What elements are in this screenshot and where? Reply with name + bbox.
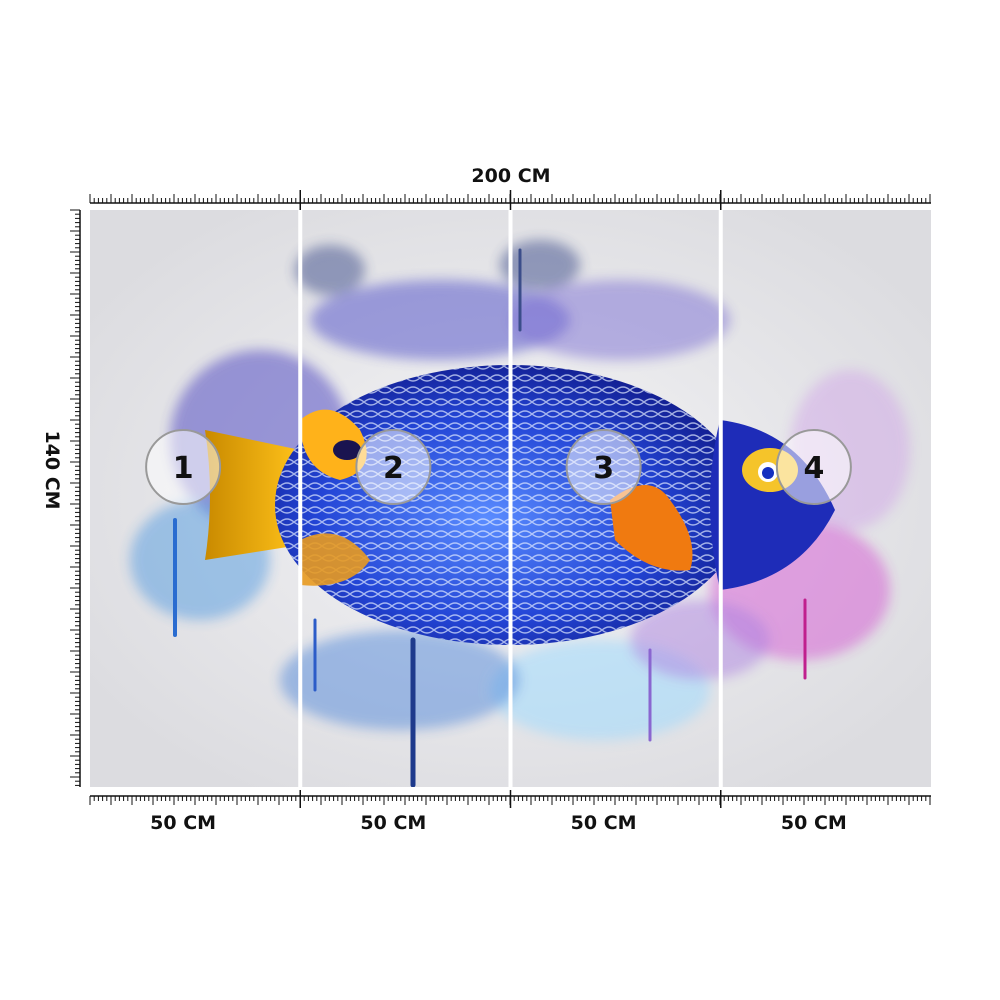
panel-width-label: 50 CM bbox=[360, 812, 426, 834]
paint-drips bbox=[173, 248, 807, 787]
rulers bbox=[70, 190, 931, 808]
panel-badge bbox=[565, 429, 642, 505]
panel-number: 4 bbox=[803, 451, 824, 486]
fish-patch bbox=[300, 409, 367, 480]
panel-width-label: 50 CM bbox=[571, 812, 637, 834]
fish-fin bbox=[300, 533, 370, 586]
panel-seams bbox=[298, 210, 723, 787]
height-label: 140 CM bbox=[41, 430, 63, 509]
panel-width-label: 50 CM bbox=[781, 812, 847, 834]
pectoral-fin bbox=[610, 485, 693, 571]
panel-width-label: 50 CM bbox=[150, 812, 216, 834]
panel-gap bbox=[718, 210, 723, 787]
labels: 200 CM 140 CM 1 50 CM 2 50 CM 3 50 CM 4 50 CM bbox=[41, 165, 852, 834]
panel-badge bbox=[775, 429, 852, 505]
panel-number: 2 bbox=[383, 451, 404, 486]
fish-spot bbox=[333, 440, 361, 460]
width-label: 200 CM bbox=[471, 165, 550, 187]
panel-badge bbox=[145, 429, 222, 505]
panel-number: 1 bbox=[173, 451, 194, 486]
fish-tail bbox=[205, 430, 300, 560]
panel-gap bbox=[298, 210, 303, 787]
panel-number: 3 bbox=[593, 451, 614, 486]
panel-gap bbox=[508, 210, 513, 787]
panel-badge bbox=[355, 429, 432, 505]
fish-pupil bbox=[762, 467, 774, 479]
